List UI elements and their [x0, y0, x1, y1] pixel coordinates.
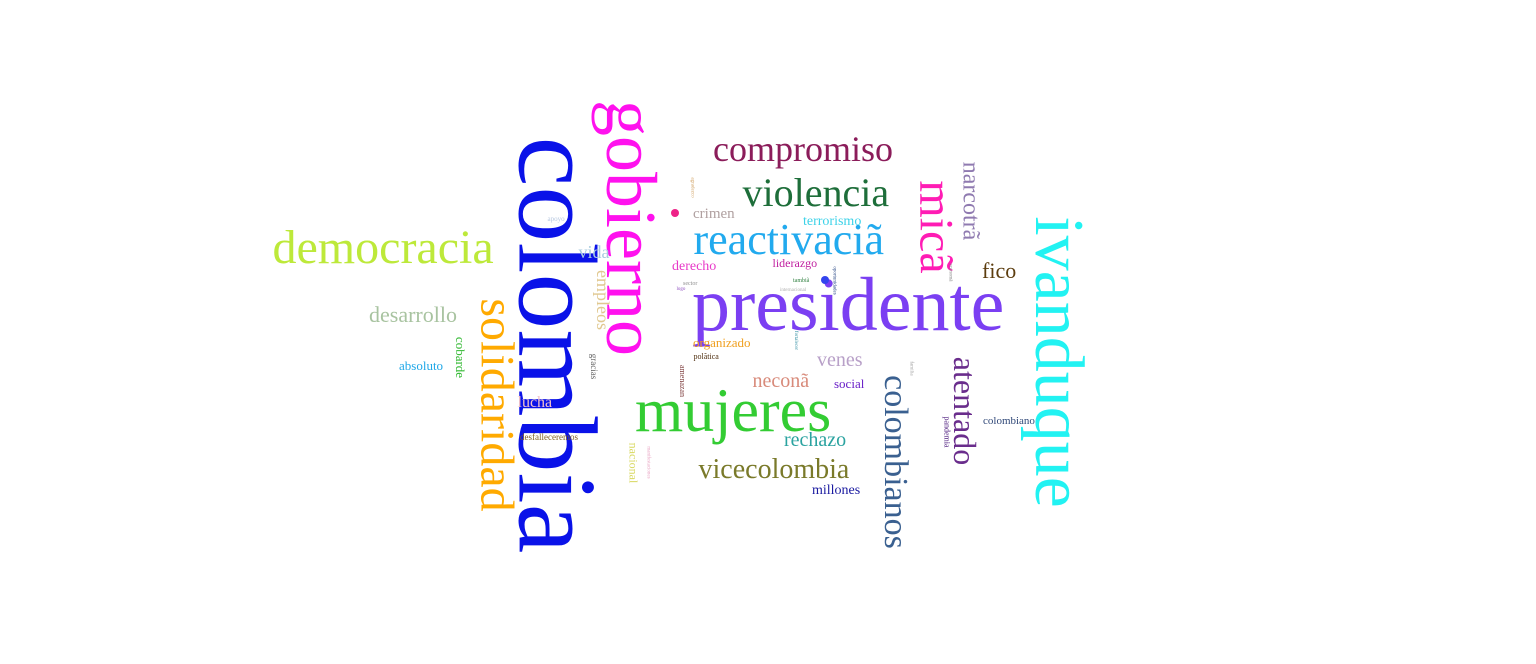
word-colombiano: colombiano	[983, 414, 1035, 427]
word-absoluto: absoluto	[399, 357, 444, 373]
word-internacional: internacional	[780, 287, 807, 293]
word-millones: millones	[812, 483, 861, 498]
word-fico: fico	[982, 258, 1017, 283]
word-amenazan: amenazan	[677, 365, 687, 397]
word-fortalecer: fortalecer	[792, 330, 798, 350]
word-democracia: democracia	[272, 221, 494, 274]
word-agradezco: agradezco	[689, 176, 695, 198]
word-derecho: derecho	[672, 259, 717, 274]
word-ivanduque: ivanduque	[1019, 216, 1097, 508]
word-desfalleceremos: desfalleceremos	[520, 431, 578, 442]
word-lucha: lucha	[517, 394, 553, 411]
word-tambien: tambiã	[793, 278, 810, 284]
word-sector: sector	[683, 281, 698, 287]
word-nacional: nacional	[625, 442, 640, 484]
word-desarrollo: desarrollo	[369, 302, 457, 327]
word-economia: economã	[947, 262, 953, 282]
word-pandemia: pandemia	[942, 416, 952, 448]
word-empleos: empleos	[593, 270, 613, 330]
word-mujeres: mujeres	[635, 377, 832, 445]
word-cobarde: cobarde	[452, 336, 468, 378]
word-organizado: organizado	[693, 334, 751, 350]
word-familia: familia	[908, 360, 914, 376]
word-terrorismo: terrorismo	[803, 214, 862, 229]
word-logo: logo	[676, 286, 686, 292]
word-liderazgo: liderazgo	[772, 256, 818, 270]
word-vida: vida	[578, 242, 610, 262]
word-social: social	[834, 375, 865, 391]
word-violencia: violencia	[742, 170, 890, 215]
word-gracias: gracias	[588, 353, 599, 379]
word-apoyo: apoyo	[547, 214, 565, 223]
bullet-dot-magenta	[671, 209, 679, 217]
word-narcotra: narcotrã	[956, 161, 983, 241]
word-presidente: presidente	[692, 263, 1005, 347]
word-solidaridad: solidaridad	[470, 298, 524, 512]
word-reactivacion: reactivaciã	[693, 215, 885, 264]
word-crimen: crimen	[693, 205, 735, 222]
word-mica: micã	[909, 180, 963, 274]
word-oportunidades: oportunidades	[831, 265, 837, 295]
bullet-dot-blue	[821, 276, 829, 284]
word-manifestaciones: manifestaciones	[645, 445, 651, 479]
word-atentado: atentado	[947, 356, 984, 466]
word-politica: polãtica	[693, 352, 719, 361]
word-vicecolombia: vicecolombia	[698, 454, 850, 485]
word-necona: neconã	[752, 370, 810, 392]
word-colombianos: colombianos	[876, 375, 914, 549]
word-venes: venes	[817, 349, 863, 371]
word-compromiso: compromiso	[713, 129, 893, 169]
word-rechazo: rechazo	[784, 429, 847, 451]
